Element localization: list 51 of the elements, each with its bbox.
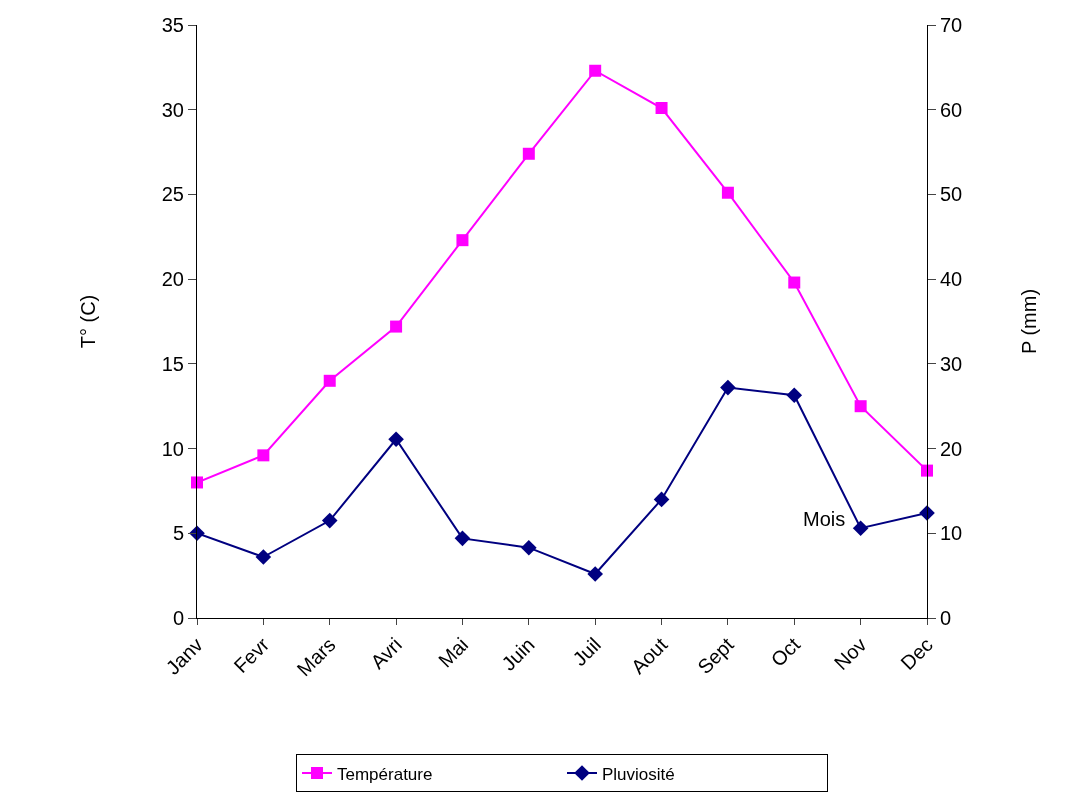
y2-tick-label: 70 — [940, 14, 963, 36]
y-tick-label: 25 — [161, 183, 184, 206]
point — [721, 186, 734, 199]
x-tick-label: Juil — [568, 633, 606, 671]
x-tick-label: Avri — [366, 633, 406, 674]
x-tick-label: Nov — [829, 633, 871, 675]
point — [255, 549, 272, 565]
x-tick-label: Fevr — [229, 633, 274, 678]
point — [323, 374, 336, 387]
legend-label: Température — [337, 764, 433, 784]
point — [257, 449, 270, 462]
x-axis-title: Mois — [803, 508, 846, 530]
point — [587, 566, 603, 582]
point — [852, 520, 869, 536]
point — [786, 387, 803, 403]
y2-tick-label: 40 — [940, 268, 963, 291]
y2-axis-title: P (mm) — [1017, 288, 1040, 355]
point — [854, 400, 867, 413]
x-tick-label: Juin — [497, 633, 539, 675]
point — [655, 102, 668, 115]
point — [788, 276, 801, 289]
y2-tick-label: 60 — [940, 98, 963, 121]
y2-tick-label: 0 — [940, 607, 952, 629]
point — [454, 530, 471, 547]
y2-tick-label: 30 — [940, 352, 963, 375]
x-tick-label: Mai — [434, 633, 473, 672]
y-axis-title: T° (C) — [77, 294, 100, 349]
point — [589, 64, 602, 77]
y-tick-label: 0 — [172, 607, 184, 629]
point — [456, 234, 469, 247]
point — [521, 539, 537, 556]
x-tick-label: Oct — [766, 633, 805, 671]
y-tick-label: 35 — [161, 14, 184, 36]
y2-tick-label: 20 — [940, 437, 963, 460]
y-tick-label: 10 — [161, 437, 184, 460]
point — [720, 379, 736, 396]
y-tick-label: 20 — [161, 268, 184, 291]
y-tick-label: 30 — [161, 98, 184, 121]
point — [388, 431, 404, 448]
y-tick-label: 5 — [172, 522, 184, 545]
point — [390, 320, 403, 333]
legend-label: Pluviosité — [602, 764, 675, 784]
y2-tick-label: 50 — [940, 183, 963, 206]
x-tick-label: Dec — [896, 633, 937, 675]
point — [653, 491, 670, 508]
y2-tick-label: 10 — [940, 522, 963, 545]
point — [522, 147, 535, 160]
y-tick-label: 15 — [161, 352, 184, 375]
point — [321, 512, 338, 529]
point — [921, 464, 933, 477]
point — [191, 476, 203, 489]
